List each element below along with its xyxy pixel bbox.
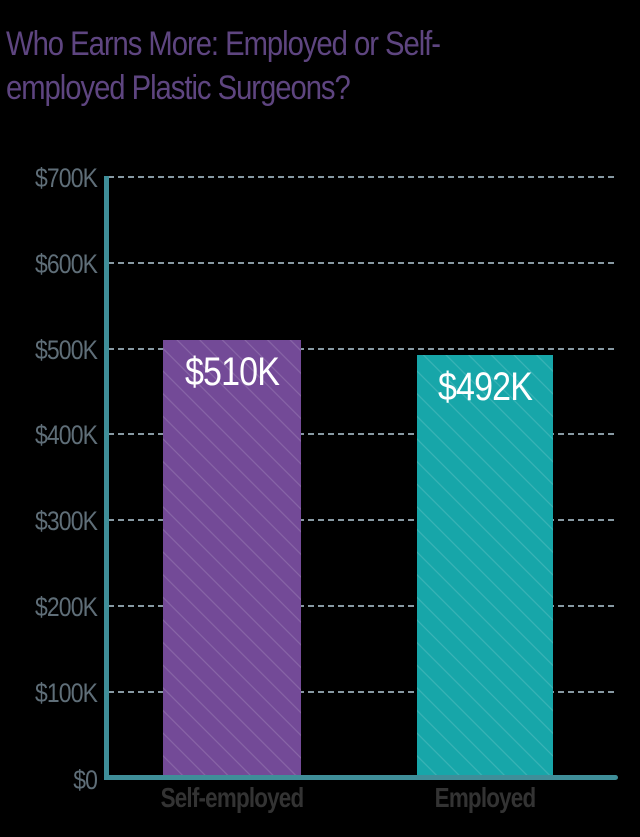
x-category-label: Employed [434, 782, 536, 813]
gridline-400k [108, 433, 614, 435]
y-tick-label: $300K [34, 506, 98, 536]
bar-value-label: $492K [437, 365, 533, 409]
chart-title: Who Earns More: Employed or Self- employ… [6, 25, 441, 107]
y-axis-line [104, 176, 109, 780]
y-tick-label: $200K [34, 592, 98, 622]
y-tick-label: $600K [34, 249, 98, 279]
y-tick-label: $400K [34, 420, 98, 450]
gridline-100k [108, 691, 614, 693]
gridline-500k [108, 348, 614, 350]
y-tick-label: $500K [34, 335, 98, 365]
gridline-200k [108, 605, 614, 607]
x-axis-line [104, 775, 618, 780]
gridline-700k [108, 176, 614, 178]
y-tick-label: $700K [34, 163, 98, 193]
y-tick-label: $100K [34, 678, 98, 708]
bar-self-employed: $510K [163, 340, 301, 777]
bar-value-label: $510K [184, 350, 280, 394]
gridline-600k [108, 262, 614, 264]
bar-employed: $492K [417, 355, 553, 777]
gridline-300k [108, 519, 614, 521]
x-category-label: Self-employed [160, 782, 305, 813]
y-tick-label: $0 [73, 765, 98, 795]
